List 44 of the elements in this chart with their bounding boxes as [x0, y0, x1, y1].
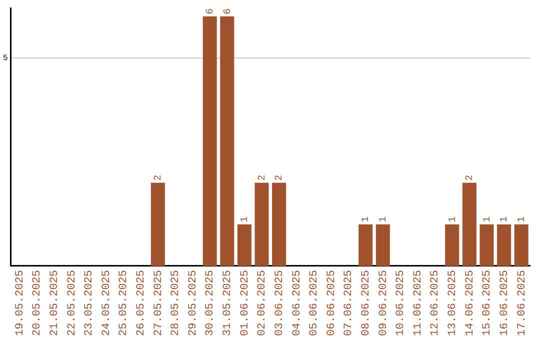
x-tick-label: 03.06.2025 [274, 270, 286, 336]
x-tick-label: 13.06.2025 [447, 270, 460, 336]
x-tick-label: 07.06.2025 [343, 270, 356, 336]
data-label: 2 [274, 174, 286, 181]
x-tick-label: 22.05.2025 [66, 270, 78, 336]
data-label: 1 [500, 216, 511, 222]
y-tick-label: 5 [2, 54, 8, 64]
data-label: 2 [465, 174, 476, 181]
x-tick-label: 14.06.2025 [464, 270, 476, 336]
x-tick-label: 28.05.2025 [170, 270, 182, 336]
data-label: 1 [516, 216, 528, 222]
x-tick-label: 24.05.2025 [100, 270, 113, 336]
data-label: 6 [222, 8, 234, 14]
data-label: 1 [240, 216, 252, 222]
x-tick-label: 29.05.2025 [187, 270, 200, 336]
x-tick-label: 05.06.2025 [308, 270, 321, 336]
x-tick-label: 11.06.2025 [412, 270, 424, 336]
data-label: 1 [378, 216, 390, 222]
x-tick-label: 08.06.2025 [360, 270, 372, 336]
x-tick-label: 25.05.2025 [118, 270, 130, 336]
x-tick-label: 21.05.2025 [48, 270, 61, 336]
x-tick-label: 09.06.2025 [378, 270, 390, 336]
x-tick-label: 04.06.2025 [291, 270, 304, 336]
data-label: 1 [448, 216, 459, 222]
x-tick-label: 06.06.2025 [326, 270, 338, 336]
x-tick-label: 26.05.2025 [136, 270, 148, 336]
data-label: 1 [361, 216, 372, 222]
data-label: 2 [257, 174, 268, 181]
data-label: 2 [154, 174, 165, 181]
x-tick-label: 17.06.2025 [516, 270, 528, 336]
x-tick-label: 10.06.2025 [395, 270, 408, 336]
x-tick-label: 31.05.2025 [222, 270, 234, 336]
x-tick-label: 23.05.2025 [84, 270, 96, 336]
x-tick-label: 16.06.2025 [498, 270, 511, 336]
data-label: 6 [205, 8, 216, 14]
x-tick-label: 19.05.2025 [14, 270, 26, 336]
x-tick-label: 15.06.2025 [482, 270, 494, 336]
x-tick-label: 30.05.2025 [204, 270, 217, 336]
x-tick-label: 01.06.2025 [239, 270, 252, 336]
data-label: 1 [482, 216, 494, 222]
x-tick-label: 12.06.2025 [430, 270, 442, 336]
x-tick-label: 02.06.2025 [256, 270, 269, 336]
x-tick-label: 20.05.2025 [32, 270, 44, 336]
x-tick-label: 27.05.2025 [152, 270, 165, 336]
